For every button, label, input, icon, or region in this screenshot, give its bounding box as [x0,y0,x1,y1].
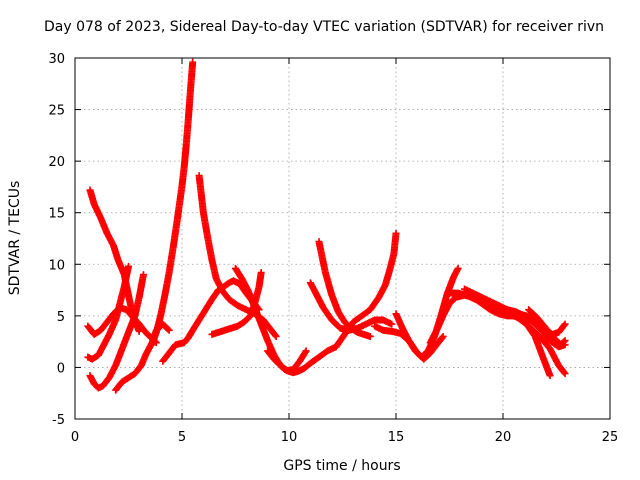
data-point [561,337,569,345]
data-point [560,368,568,376]
x-tick-label: 5 [178,430,186,445]
series-arc14 [332,229,400,351]
series-arc11 [264,343,340,377]
data-point [560,338,568,346]
data-point [454,264,462,272]
axis-ticks: 0 5 10 15 20 25 -5 0 5 10 15 20 25 30 [48,52,618,445]
series-arc21 [503,310,569,378]
data-point [257,269,265,277]
series-arc3 [84,262,132,363]
data-point [125,262,132,270]
x-tick-label: 0 [71,430,79,445]
y-tick-label: 10 [48,258,65,273]
y-tick-label: 5 [57,310,65,325]
series-arc4 [86,271,147,392]
x-tick-label: 20 [495,430,512,445]
data-point [165,326,173,334]
data-marks [84,58,569,394]
series-arc2 [84,304,160,347]
data-point [189,58,197,66]
data-point [302,347,310,355]
data-point [164,325,172,333]
y-tick-label: 0 [57,361,65,376]
data-point [561,370,569,378]
series-arc22 [525,306,569,349]
data-point [561,320,569,328]
y-axis-label: SDTVAR / TECUs [7,181,23,296]
data-point [271,331,279,339]
data-point [388,320,396,328]
series-arc10 [232,264,310,375]
data-point [546,372,554,380]
series-arc13 [315,238,374,340]
y-tick-label: 20 [48,155,65,170]
data-point [272,332,280,340]
data-point [139,271,147,279]
series-arc16 [392,264,462,361]
plot-frame [74,57,611,420]
series-arc8 [195,172,280,340]
x-tick-label: 10 [281,430,298,445]
data-point [439,332,447,340]
data-point [392,229,400,237]
data-point [560,321,568,329]
y-tick-label: -5 [52,413,65,428]
x-tick-label: 25 [602,430,619,445]
data-point [301,348,309,356]
data-point [366,332,374,340]
y-tick-label: 30 [48,52,65,67]
y-tick-label: 25 [48,104,65,119]
data-point [438,334,446,342]
chart-title: Day 078 of 2023, Sidereal Day-to-day VTE… [44,19,604,35]
series-arc7 [148,58,197,349]
x-axis-label: GPS time / hours [283,458,400,474]
y-tick-label: 15 [48,207,65,222]
grid-lines [75,58,610,419]
x-tick-label: 15 [388,430,405,445]
